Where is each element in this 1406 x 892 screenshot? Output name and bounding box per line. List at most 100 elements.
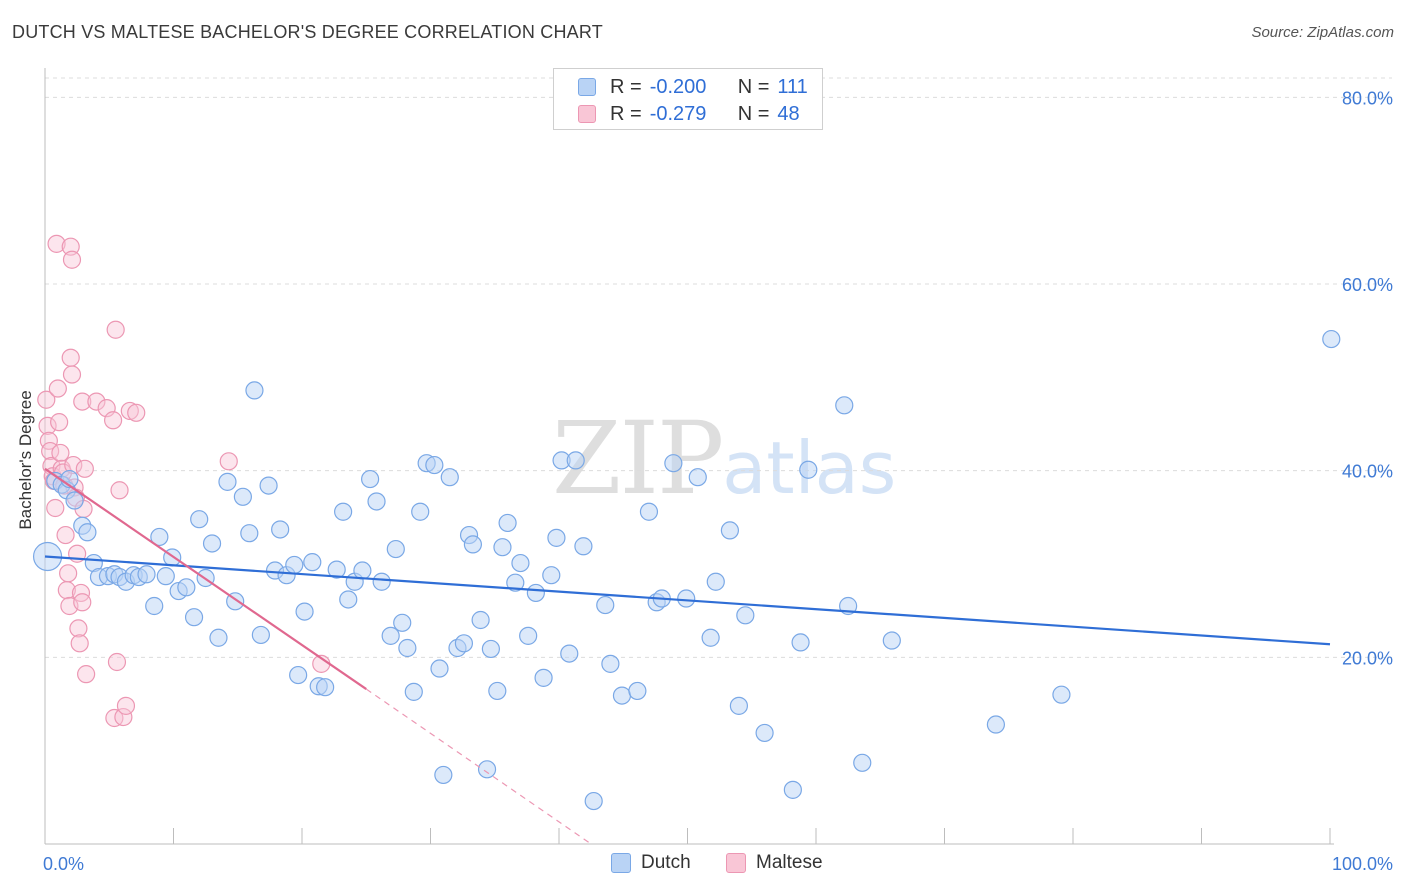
dutch-point: [259, 476, 278, 495]
maltese-point: [50, 413, 69, 432]
legend-swatch-dutch: [578, 78, 596, 96]
dutch-point: [251, 625, 270, 645]
dutch-point: [404, 682, 423, 701]
maltese-point: [73, 593, 92, 612]
legend-maltese-n-value: 48: [777, 102, 800, 125]
dutch-point: [316, 678, 335, 697]
dutch-point: [303, 553, 322, 572]
dutch-point: [271, 520, 290, 539]
maltese-point: [71, 583, 91, 603]
maltese-point: [104, 411, 123, 430]
maltese-trend-line: [44, 467, 367, 690]
dutch-point: [493, 538, 512, 557]
maltese-point: [38, 416, 57, 435]
dutch-point: [190, 510, 209, 529]
maltese-point: [120, 401, 139, 421]
dutch-trend-line: [44, 555, 1331, 646]
dutch-point: [783, 780, 802, 799]
legend-maltese-r-label: R =: [610, 102, 642, 125]
dutch-point: [218, 472, 237, 491]
dutch-point: [534, 668, 553, 687]
legend-dutch-n-value: 111: [777, 75, 808, 98]
dutch-point: [706, 572, 725, 591]
maltese-point: [51, 443, 70, 463]
maltese-point: [62, 365, 82, 384]
bottom-legend-swatch-dutch: [611, 853, 631, 873]
x-tick-label: 100.0%: [1332, 854, 1393, 874]
dutch-point: [799, 460, 818, 479]
dutch-point: [367, 492, 386, 511]
dutch-point: [78, 523, 97, 542]
dutch-point: [381, 626, 400, 645]
dutch-point: [393, 613, 412, 632]
dutch-point: [353, 561, 372, 580]
dutch-point: [339, 590, 358, 609]
legend-maltese-n-label: N =: [737, 102, 770, 125]
dutch-point: [454, 634, 474, 653]
chart-title: DUTCH VS MALTESE BACHELOR'S DEGREE CORRE…: [12, 22, 603, 42]
maltese-point: [62, 250, 82, 269]
maltese-point: [75, 459, 94, 478]
dutch-point: [519, 626, 538, 645]
y-axis-label-text: Bachelor's Degree: [16, 390, 35, 530]
maltese-point: [61, 237, 80, 256]
maltese-point: [56, 525, 75, 545]
dutch-point: [233, 487, 252, 506]
bottom-legend-maltese-label: Maltese: [756, 852, 823, 873]
maltese-point: [110, 481, 129, 500]
maltese-point: [73, 392, 92, 411]
bottom-legend-swatch-maltese: [726, 853, 746, 873]
maltese-point: [116, 696, 136, 715]
maltese-point: [114, 707, 133, 727]
dutch-point: [736, 606, 755, 625]
dutch-point: [853, 753, 872, 772]
dutch-point: [240, 524, 259, 543]
y-tick-label: 20.0%: [1342, 648, 1393, 668]
maltese-point: [77, 665, 96, 684]
legend-dutch-r-value: -0.200: [649, 75, 707, 98]
dutch-point: [701, 628, 720, 647]
dutch-point: [425, 455, 444, 475]
dutch-point: [882, 631, 901, 650]
dutch-point: [463, 535, 483, 554]
maltese-point: [59, 564, 78, 583]
dutch-point: [177, 578, 196, 597]
dutch-point: [986, 715, 1006, 734]
dutch-point: [245, 381, 264, 400]
dutch-point: [150, 527, 169, 547]
dutch-point: [398, 638, 417, 658]
dutch-point: [628, 681, 647, 701]
dutch-point: [664, 454, 683, 473]
maltese-point: [48, 379, 67, 398]
dutch-point: [526, 583, 545, 603]
dutch-point: [327, 560, 346, 579]
maltese-point: [69, 619, 88, 638]
y-tick-label: 60.0%: [1342, 275, 1393, 295]
dutch-point: [488, 681, 507, 701]
dutch-point: [202, 534, 222, 553]
dutch-point: [209, 628, 228, 647]
maltese-point: [37, 390, 56, 409]
maltese-point: [61, 348, 80, 367]
dutch-point: [361, 469, 380, 489]
dutch-point: [601, 654, 620, 673]
dutch-point: [289, 665, 308, 685]
maltese-point: [106, 320, 125, 339]
maltese-point: [47, 234, 66, 253]
dutch-point: [566, 451, 585, 470]
y-tick-label: 80.0%: [1342, 88, 1393, 108]
legend-row-dutch: R = -0.200 N = 111: [578, 74, 808, 100]
y-axis-label: Bachelor's Degree: [16, 321, 36, 529]
maltese-point: [46, 498, 65, 518]
dutch-point: [184, 608, 204, 627]
maltese-point: [107, 652, 127, 672]
dutch-point: [574, 537, 593, 556]
dutch-point: [386, 539, 405, 559]
legend-row-maltese: R = -0.279 N = 48: [578, 101, 800, 127]
chart-source: Source: ZipAtlas.com: [1251, 24, 1394, 41]
dutch-point: [639, 502, 659, 521]
dutch-point: [542, 566, 561, 585]
stats-legend: R = -0.200 N = 111 R = -0.279 N = 48: [553, 68, 823, 130]
dutch-point: [285, 555, 304, 575]
bottom-legend-maltese: Maltese: [726, 850, 823, 876]
